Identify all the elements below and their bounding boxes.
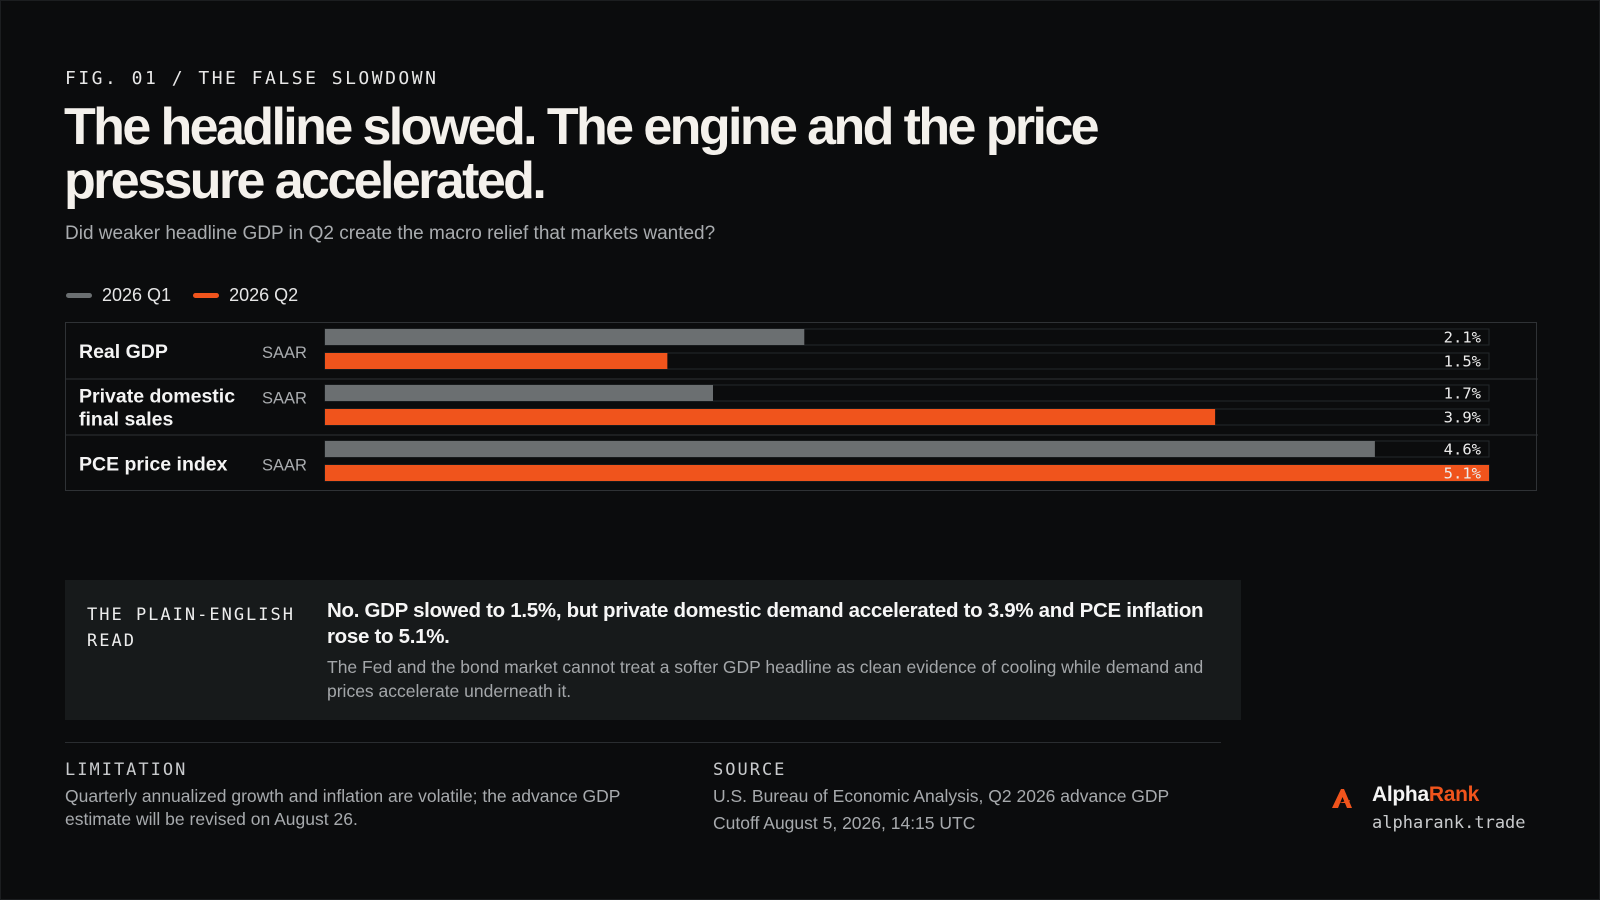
brand-url: alpharank.trade [1372,813,1526,833]
bar-value-label: 2.1% [1444,329,1482,347]
bar-q1 [325,441,1375,457]
category-label: PCE price index [79,454,228,476]
legend-label-q1: 2026 Q1 [102,285,172,305]
callout-headline: No. GDP slowed to 1.5%, but private dome… [327,599,1204,648]
unit-label: SAAR [262,457,307,475]
plain-english-callout: THE PLAIN-ENGLISH READ No. GDP slowed to… [65,580,1241,720]
legend-swatch-q1 [66,293,92,298]
category-label: final sales [79,409,173,431]
bar-value-label: 3.9% [1444,409,1482,427]
legend-item-q2: 2026 Q2 [193,285,298,306]
brand-name-part2: Rank [1428,783,1479,806]
bar-q2 [325,353,668,369]
bar-value-label: 1.7% [1444,385,1482,403]
footer-divider [65,742,1221,743]
bar-q2 [325,409,1216,425]
limitation-label: LIMITATION [65,760,188,780]
bar-value-label: 5.1% [1444,465,1482,483]
figure-title: The headline slowed. The engine and the … [64,98,1100,210]
source-text: U.S. Bureau of Economic Analysis, Q2 202… [713,785,1233,835]
bar-value-label: 1.5% [1444,353,1482,371]
chart-legend: 2026 Q1 2026 Q2 [66,285,298,306]
source-line-1: U.S. Bureau of Economic Analysis, Q2 202… [713,786,1170,806]
figure-subtitle: Did weaker headline GDP in Q2 create the… [65,223,716,244]
unit-label: SAAR [262,390,307,408]
callout-tag: THE PLAIN-ENGLISH READ [87,605,295,651]
bar-q1 [325,329,805,345]
bar-chart-svg: Real GDP SAAR 2.1% 1.5% Private domesticfina… [66,328,1538,483]
bar-q1 [325,385,713,401]
alpharank-logo-icon [1332,789,1352,808]
brand-name-part1: Alpha [1372,783,1429,806]
legend-swatch-q2 [193,293,220,298]
bar-q2 [325,465,1489,481]
legend-item-q1: 2026 Q1 [66,285,171,306]
bar-chart: Real GDP SAAR 2.1% 1.5% Private domestic fina… [65,322,1538,491]
unit-label: SAAR [262,344,307,362]
callout-body: The Fed and the bond market cannot treat… [327,657,1204,701]
legend-label-q2: 2026 Q2 [229,285,299,305]
brand-name: AlphaRank [1372,783,1479,807]
bar-value-label: 4.6% [1444,441,1482,459]
figure-eyebrow: FIG. 01 / THE FALSE SLOWDOWN [65,68,439,89]
limitation-text: Quarterly annualized growth and inflatio… [65,786,621,829]
category-label: Real GDP [79,341,168,363]
source-label: SOURCE [713,760,787,780]
source-line-2: Cutoff August 5, 2026, 14:15 UTC [713,813,976,833]
category-label: Private domestic [79,386,235,408]
